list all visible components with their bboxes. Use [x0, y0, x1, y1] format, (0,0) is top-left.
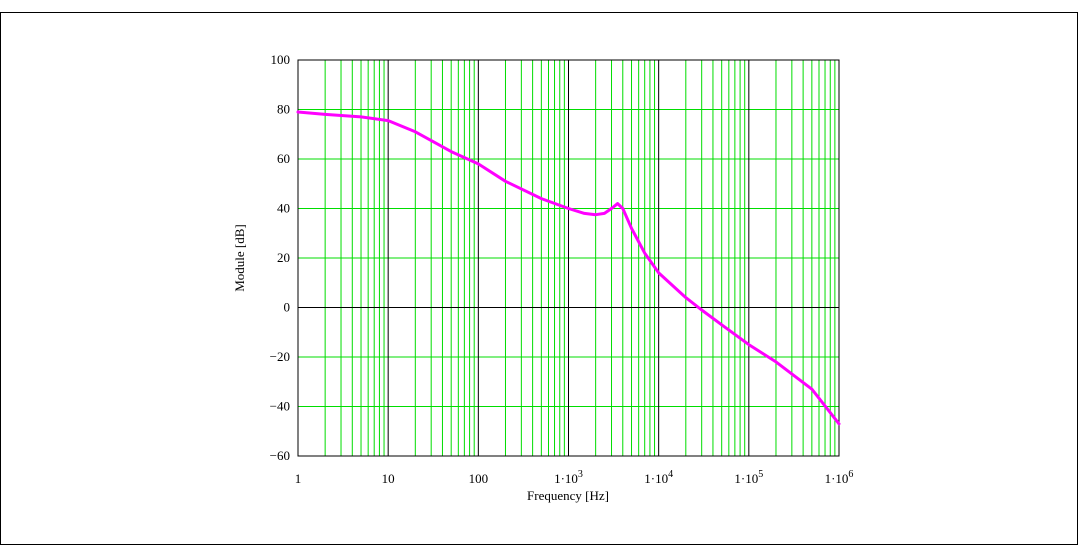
- x-tick-label: 100: [469, 471, 489, 486]
- x-tick-label: 1·106: [825, 469, 854, 486]
- x-axis-label: Frequency [Hz]: [527, 488, 609, 503]
- x-tick-label: 1: [295, 471, 302, 486]
- x-tick-labels: 1 10 100 1·103 1·104 1·105 1·106: [295, 469, 854, 486]
- y-tick-label: 80: [277, 102, 290, 117]
- x-tick-label: 1·103: [554, 469, 583, 486]
- x-tick-label: 10: [382, 471, 395, 486]
- y-tick-label: 40: [277, 201, 290, 216]
- y-tick-label: 0: [284, 300, 291, 315]
- y-axis-label: Module [dB]: [232, 224, 247, 292]
- y-tick-label: 100: [271, 52, 291, 67]
- y-tick-label: 20: [277, 250, 290, 265]
- y-tick-label: −60: [270, 448, 290, 463]
- series-line: [296, 110, 841, 426]
- series-group: [296, 110, 841, 426]
- x-tick-label: 1·105: [734, 469, 763, 486]
- y-tick-label: −20: [270, 349, 290, 364]
- x-tick-label: 1·104: [644, 469, 673, 486]
- y-tick-label: 60: [277, 151, 290, 166]
- y-tick-labels: 100 80 60 40 20 0 −20 −40 −60: [270, 52, 290, 463]
- y-tick-label: −40: [270, 399, 290, 414]
- plot-area-border: [297, 59, 840, 457]
